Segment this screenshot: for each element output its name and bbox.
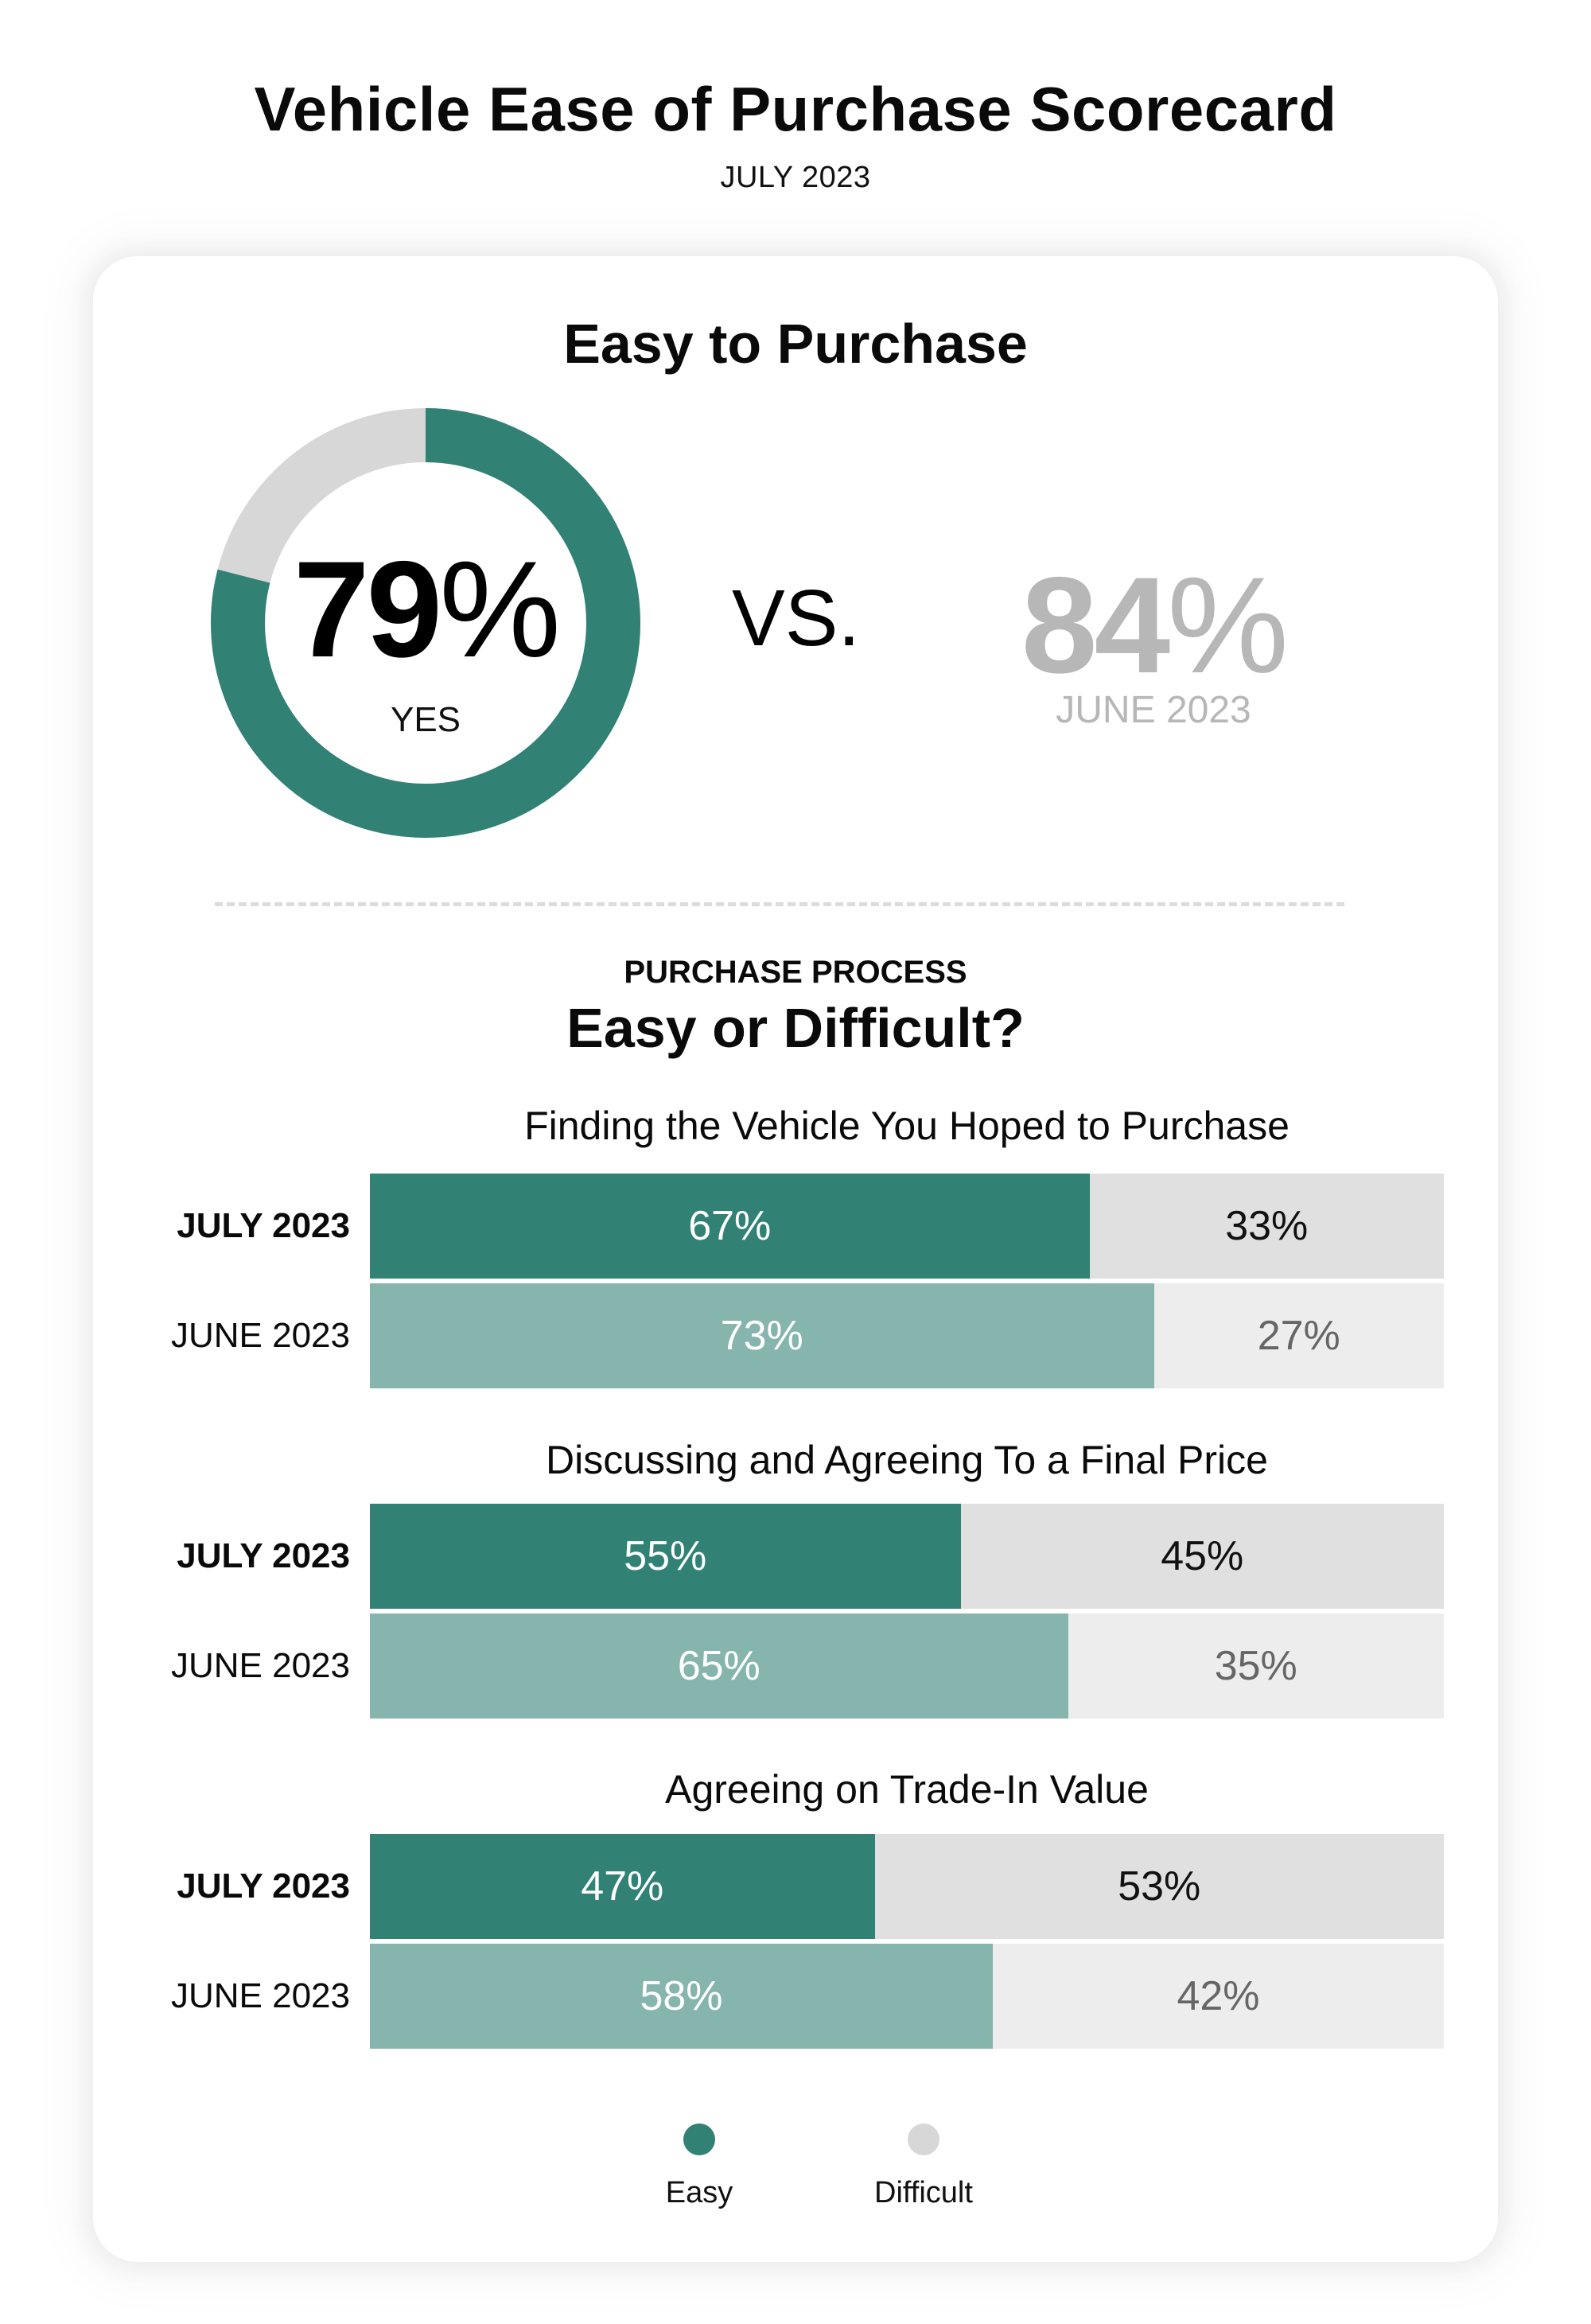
row-label-prior: JUNE 2023 xyxy=(170,1316,350,1355)
bar-segment-easy: 47% xyxy=(370,1834,875,1939)
bar-segment-easy: 55% xyxy=(370,1504,961,1609)
current-value-percent-sign: % xyxy=(439,533,561,686)
bar-trade-in-june: 58% 42% xyxy=(370,1944,1444,2049)
bar-segment-easy: 73% xyxy=(370,1283,1154,1388)
legend-item-easy: Easy xyxy=(620,2124,779,2210)
bar-segment-easy: 67% xyxy=(370,1174,1090,1279)
donut-chart xyxy=(211,408,640,838)
row-label-current: JULY 2023 xyxy=(177,1206,350,1245)
bar-final-price-june: 65% 35% xyxy=(370,1614,1444,1719)
prior-period-label: JUNE 2023 xyxy=(1056,689,1251,731)
row-label-current: JULY 2023 xyxy=(177,1867,350,1906)
bar-segment-difficult: 27% xyxy=(1153,1283,1444,1388)
bar-segment-difficult: 45% xyxy=(960,1504,1444,1609)
bar-segment-easy: 65% xyxy=(370,1614,1068,1719)
bar-segment-difficult: 53% xyxy=(874,1834,1444,1939)
prior-value-percent-sign: % xyxy=(1167,549,1289,702)
group-title-finding-vehicle: Finding the Vehicle You Hoped to Purchas… xyxy=(524,1104,1290,1148)
donut-center-label: YES xyxy=(390,700,461,739)
legend-dot-difficult-icon xyxy=(908,2124,939,2155)
page-subtitle: JULY 2023 xyxy=(720,161,871,194)
donut-value-arc xyxy=(211,408,640,838)
bar-segment-difficult: 33% xyxy=(1089,1174,1444,1279)
prior-value: 84% xyxy=(1010,557,1297,694)
bar-segment-difficult: 42% xyxy=(993,1944,1444,2049)
group-title-trade-in: Agreeing on Trade-In Value xyxy=(665,1767,1149,1812)
vs-label: VS. xyxy=(732,574,861,663)
legend-item-difficult: Difficult xyxy=(844,2124,1003,2210)
prior-value-number: 84 xyxy=(1021,549,1170,702)
process-eyebrow: PURCHASE PROCESS xyxy=(624,955,967,990)
row-label-current: JULY 2023 xyxy=(177,1536,350,1575)
legend-label-difficult: Difficult xyxy=(874,2176,973,2209)
page-title: Vehicle Ease of Purchase Scorecard xyxy=(254,74,1337,144)
summary-title: Easy to Purchase xyxy=(563,313,1028,375)
section-divider xyxy=(215,902,1344,906)
legend-dot-easy-icon xyxy=(683,2124,715,2155)
bar-segment-difficult: 35% xyxy=(1068,1614,1444,1719)
row-label-prior: JUNE 2023 xyxy=(170,1976,350,2015)
row-label-prior: JUNE 2023 xyxy=(170,1646,350,1685)
process-title: Easy or Difficult? xyxy=(566,997,1025,1059)
current-value-number: 79 xyxy=(293,533,442,686)
bar-final-price-july: 55% 45% xyxy=(370,1504,1444,1609)
bar-trade-in-july: 47% 53% xyxy=(370,1834,1444,1939)
bar-finding-vehicle-july: 67% 33% xyxy=(370,1174,1444,1279)
donut-center-value: 79% xyxy=(282,541,569,678)
bar-finding-vehicle-june: 73% 27% xyxy=(370,1283,1444,1388)
group-title-final-price: Discussing and Agreeing To a Final Price xyxy=(546,1438,1268,1482)
legend-label-easy: Easy xyxy=(665,2176,733,2209)
bar-segment-easy: 58% xyxy=(370,1944,993,2049)
